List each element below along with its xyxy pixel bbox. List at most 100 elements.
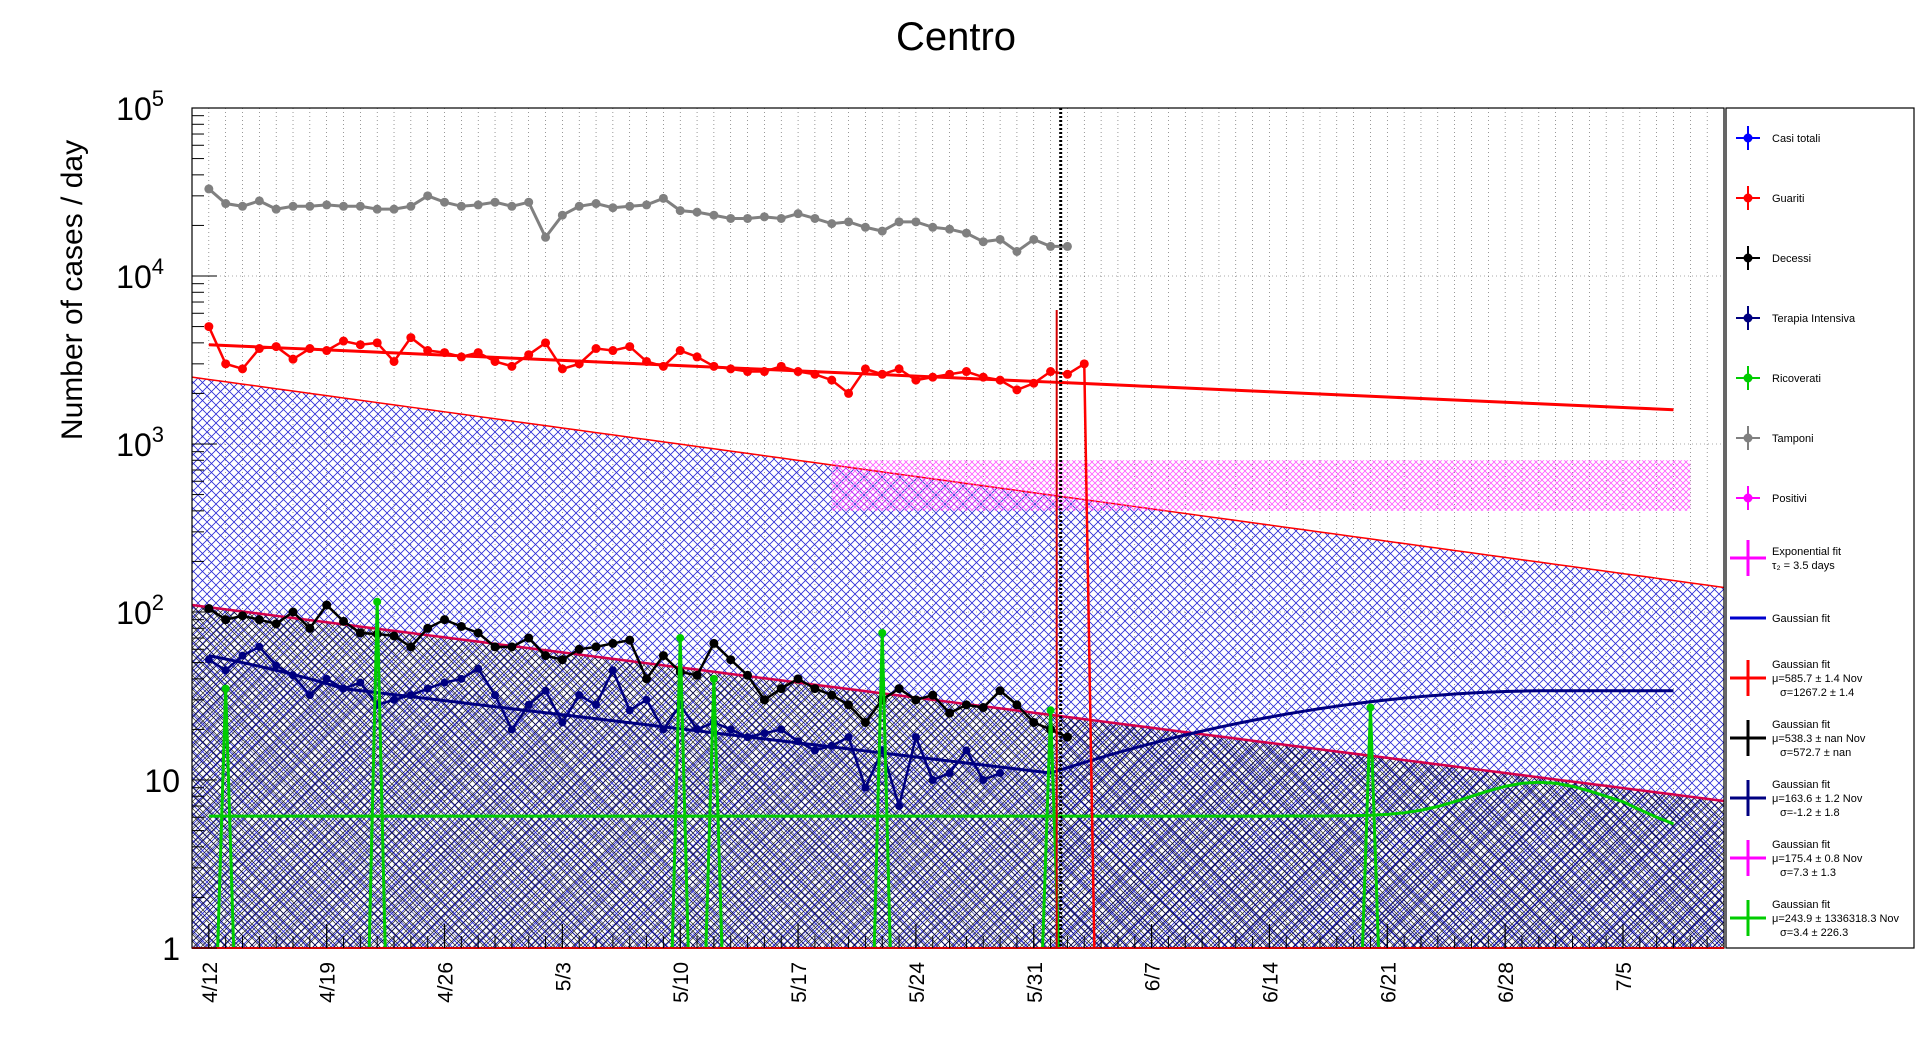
guariti-point (1046, 367, 1056, 377)
positivi-band (831, 460, 1691, 511)
legend-marker-dot (1743, 253, 1753, 263)
legend-sublabel: σ=-1.2 ± 1.8 (1780, 807, 1840, 819)
tamponi-point (322, 200, 332, 210)
tamponi-point (844, 217, 854, 227)
y-tick-label: 102 (116, 590, 164, 631)
decessi-point (221, 615, 231, 625)
decessi-point (440, 615, 450, 625)
guariti-point (254, 344, 264, 354)
tamponi-point (675, 206, 685, 216)
decessi-point (759, 695, 769, 705)
terapia-intensiva-point (255, 642, 264, 651)
guariti-point (305, 344, 315, 354)
guariti-point (456, 352, 466, 362)
guariti-point (709, 361, 719, 371)
tamponi-point (945, 224, 955, 234)
x-tick-label: 4/12 (199, 962, 222, 1003)
legend-label: Guariti (1772, 193, 1804, 205)
guariti-point (204, 322, 214, 332)
guariti-point (658, 361, 668, 371)
decessi-point (574, 644, 584, 654)
terapia-fit-area-early (192, 655, 1061, 948)
terapia-intensiva-point (474, 664, 483, 673)
decessi-point (305, 623, 315, 633)
terapia-intensiva-point (608, 666, 617, 675)
terapia-intensiva-point (238, 651, 247, 660)
tamponi-point (456, 201, 466, 211)
decessi-point (1062, 732, 1072, 742)
tamponi-point (860, 222, 870, 232)
legend-label: Gaussian fit (1772, 719, 1830, 731)
tamponi-point (271, 204, 281, 214)
terapia-intensiva-point (979, 776, 988, 784)
tamponi-point (221, 199, 231, 209)
guariti-point (844, 388, 854, 398)
decessi-point (776, 684, 786, 694)
tamponi-point (339, 201, 349, 211)
terapia-intensiva-point (760, 729, 769, 738)
y-tick-label: 1 (162, 931, 180, 967)
guariti-point (810, 369, 820, 379)
decessi-point (541, 651, 551, 661)
x-tick-label: 6/21 (1377, 962, 1400, 1003)
tamponi-point (743, 213, 753, 223)
terapia-intensiva-point (996, 769, 1005, 778)
guariti-point (827, 375, 837, 385)
tamponi-point (877, 226, 887, 236)
tamponi-point (1046, 241, 1056, 251)
legend-marker-dot (1743, 313, 1753, 323)
tamponi-point (658, 193, 668, 203)
legend-label: Tamponi (1772, 433, 1814, 445)
x-axis-ticks: 4/12 4/19 4/26 5/3 5/10 5/17 5/24 5/31 6/7 6/14 6/… (199, 924, 1708, 1003)
decessi-point (591, 642, 601, 652)
guariti-point (372, 338, 382, 348)
decessi-line (208, 603, 1068, 739)
terapia-intensiva-point (642, 695, 651, 704)
legend-label: Exponential fit (1772, 546, 1841, 558)
legend-label: Gaussian fit (1772, 899, 1830, 911)
tamponi-point (894, 217, 904, 227)
guariti-point (355, 340, 365, 350)
legend-sublabel: σ=7.3 ± 1.3 (1780, 867, 1836, 879)
decessi-point (423, 623, 433, 633)
decessi-point (658, 651, 668, 661)
guariti-point (978, 372, 988, 382)
legend-label: Terapia Intensiva (1772, 313, 1856, 325)
terapia-fit-area (1060, 716, 1724, 948)
guariti-point (625, 342, 635, 352)
legend-label: Gaussian fit (1772, 779, 1830, 791)
tamponi-point (389, 204, 399, 214)
terapia-intensiva-point (592, 700, 601, 709)
decessi-point (456, 621, 466, 631)
terapia-intensiva-point (928, 776, 937, 784)
guariti-point (406, 333, 416, 343)
guariti-point (1079, 359, 1089, 369)
legend-label: Decessi (1772, 253, 1811, 265)
decessi-point (322, 600, 332, 610)
guariti-point (339, 336, 349, 346)
tamponi-point (591, 199, 601, 209)
decessi-point (288, 607, 298, 617)
guariti-point (726, 364, 736, 374)
decessi-fit-line (192, 603, 1724, 803)
decessi-point (692, 670, 702, 680)
guariti-point (1029, 378, 1039, 388)
terapia-intensiva-point (693, 725, 702, 734)
series-layer (192, 108, 1724, 948)
terapia-intensiva-point (895, 802, 904, 811)
tamponi-point (406, 201, 416, 211)
x-tick-label: 6/14 (1259, 962, 1282, 1003)
legend: Casi totali Guariti Decessi Terapia Intensi… (1725, 107, 1915, 949)
guariti-point (271, 342, 281, 352)
terapia-intensiva-point (423, 684, 432, 693)
terapia-intensiva-point (457, 674, 466, 683)
guariti-point (322, 346, 332, 356)
tamponi-point (288, 201, 298, 211)
legend-box (1725, 107, 1915, 949)
guariti-point (238, 364, 248, 374)
x-tick-label: 4/19 (317, 962, 340, 1003)
guariti-point (524, 350, 534, 360)
decessi-point (271, 619, 281, 629)
terapia-intensiva-point (625, 706, 634, 715)
